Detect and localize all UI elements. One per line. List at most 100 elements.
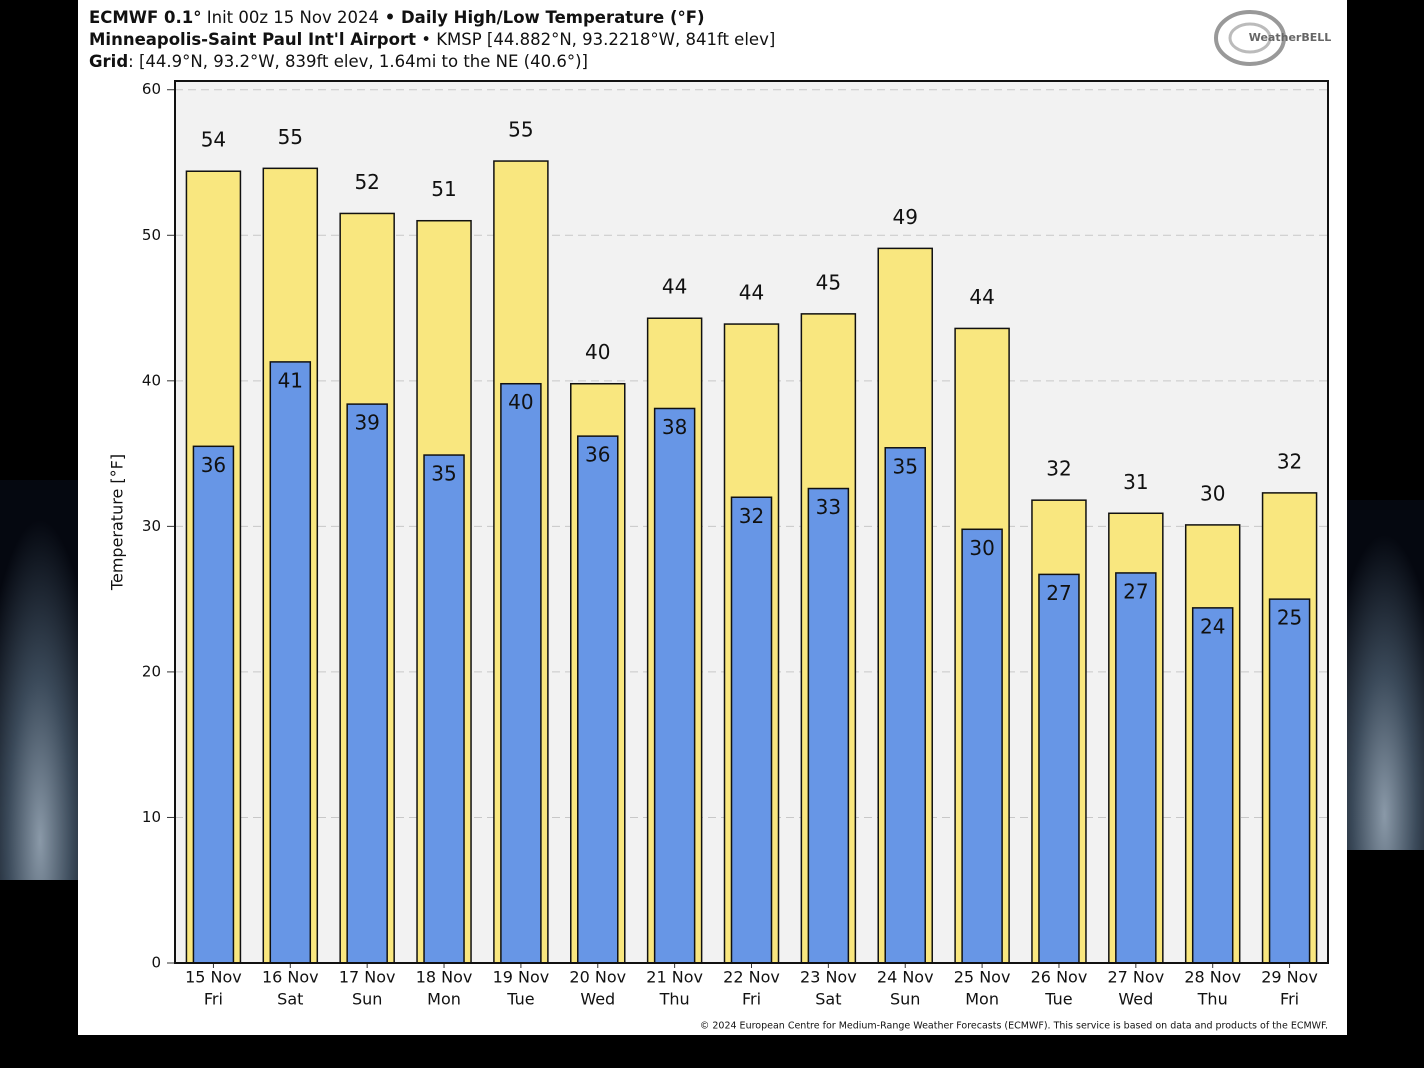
x-tick-sublabel: Sun: [352, 990, 382, 1009]
data-label: 32: [1046, 457, 1071, 481]
y-tick-label: 50: [142, 226, 161, 244]
data-label: 44: [662, 275, 687, 299]
bar: [653, 407, 696, 964]
x-tick-sublabel: Mon: [965, 990, 999, 1009]
y-tick-label: 10: [142, 808, 161, 826]
data-label: 45: [816, 270, 841, 294]
bar: [269, 361, 312, 964]
logo: WeatherBELL: [1214, 10, 1332, 66]
logo-text: WeatherBELL: [1249, 31, 1332, 44]
y-axis-label: Temperature [°F]: [108, 454, 127, 591]
x-tick-label: 18 Nov: [416, 968, 473, 987]
data-label: 33: [816, 495, 841, 519]
title-segment: • KMSP [44.882°N, 93.2218°W, 841ft elev]: [416, 30, 775, 49]
x-tick-sublabel: Wed: [1118, 990, 1153, 1009]
data-label: 36: [585, 443, 610, 467]
data-label: 54: [201, 128, 226, 152]
title-segment: ECMWF 0.1°: [89, 8, 202, 27]
x-tick-sublabel: Thu: [659, 990, 690, 1009]
data-label: 40: [585, 340, 610, 364]
data-label: 35: [431, 462, 456, 486]
x-tick-sublabel: Fri: [1280, 990, 1299, 1009]
y-tick-label: 0: [151, 954, 161, 972]
y-tick-label: 20: [142, 662, 161, 680]
bar: [1268, 598, 1311, 964]
bar: [961, 528, 1003, 964]
x-tick-label: 22 Nov: [723, 968, 780, 987]
x-tick-label: 26 Nov: [1031, 968, 1088, 987]
title-segment: : [44.9°N, 93.2°W, 839ft elev, 1.64mi to…: [128, 52, 588, 71]
data-label: 32: [1277, 449, 1302, 473]
data-label: 35: [893, 454, 918, 478]
title-line: Grid: [44.9°N, 93.2°W, 839ft elev, 1.64m…: [89, 52, 588, 71]
y-tick-label: 30: [142, 517, 161, 535]
title-line: Minneapolis-Saint Paul Int'l Airport • K…: [89, 30, 775, 49]
title-segment: Init 00z 15 Nov 2024: [202, 8, 379, 27]
plot-frame: [174, 80, 1329, 964]
x-tick-sublabel: Thu: [1197, 990, 1228, 1009]
data-label: 49: [893, 205, 918, 229]
data-label: 36: [201, 453, 226, 477]
bar: [500, 382, 542, 964]
x-tick-label: 17 Nov: [339, 968, 396, 987]
data-label: 27: [1046, 581, 1071, 605]
data-label: 44: [969, 285, 994, 309]
title-segment: • Daily High/Low Temperature (°F): [379, 8, 705, 27]
x-tick-label: 21 Nov: [646, 968, 703, 987]
x-tick-label: 29 Nov: [1261, 968, 1318, 987]
footnote: © 2024 European Centre for Medium-Range …: [700, 1021, 1328, 1032]
bar: [730, 496, 773, 964]
x-tick-label: 23 Nov: [800, 968, 857, 987]
x-tick-sublabel: Sat: [277, 990, 303, 1009]
bar: [884, 447, 926, 964]
data-label: 31: [1123, 470, 1148, 494]
x-tick-label: 25 Nov: [954, 968, 1011, 987]
bar: [346, 403, 388, 964]
y-tick-label: 60: [142, 80, 161, 98]
data-label: 39: [354, 411, 379, 435]
data-label: 38: [662, 415, 687, 439]
data-label: 30: [969, 536, 994, 560]
x-tick-sublabel: Tue: [1044, 990, 1072, 1009]
data-label: 44: [739, 281, 764, 305]
data-label: 40: [508, 390, 533, 414]
y-tick-label: 40: [142, 371, 161, 389]
x-tick-sublabel: Tue: [506, 990, 534, 1009]
title-segment: Grid: [89, 52, 128, 71]
bar: [192, 445, 235, 964]
earth-left: [0, 480, 80, 880]
x-tick-label: 24 Nov: [877, 968, 934, 987]
x-tick-label: 15 Nov: [185, 968, 242, 987]
x-tick-label: 27 Nov: [1107, 968, 1164, 987]
data-label: 52: [354, 170, 379, 194]
bar: [577, 435, 619, 964]
x-tick-sublabel: Fri: [742, 990, 761, 1009]
data-label: 30: [1200, 481, 1225, 505]
title-line: ECMWF 0.1° Init 00z 15 Nov 2024 • Daily …: [89, 8, 705, 27]
x-tick-label: 19 Nov: [493, 968, 550, 987]
data-label: 41: [278, 368, 303, 392]
x-tick-label: 16 Nov: [262, 968, 319, 987]
bar: [1115, 572, 1157, 964]
x-tick-sublabel: Wed: [580, 990, 615, 1009]
data-label: 32: [739, 504, 764, 528]
bar: [807, 487, 850, 964]
data-label: 55: [508, 118, 533, 142]
title-segment: Minneapolis-Saint Paul Int'l Airport: [89, 30, 416, 49]
earth-right: [1345, 500, 1424, 850]
x-tick-label: 20 Nov: [569, 968, 626, 987]
x-tick-label: 28 Nov: [1184, 968, 1241, 987]
data-label: 27: [1123, 579, 1148, 603]
x-tick-sublabel: Fri: [204, 990, 223, 1009]
data-label: 25: [1277, 606, 1302, 630]
x-tick-sublabel: Sat: [815, 990, 841, 1009]
bar: [1038, 573, 1080, 964]
data-label: 24: [1200, 614, 1225, 638]
bar: [423, 454, 465, 964]
bar: [1191, 607, 1234, 964]
x-tick-sublabel: Mon: [427, 990, 461, 1009]
data-label: 51: [431, 177, 456, 201]
x-tick-sublabel: Sun: [890, 990, 920, 1009]
data-label: 55: [278, 125, 303, 149]
